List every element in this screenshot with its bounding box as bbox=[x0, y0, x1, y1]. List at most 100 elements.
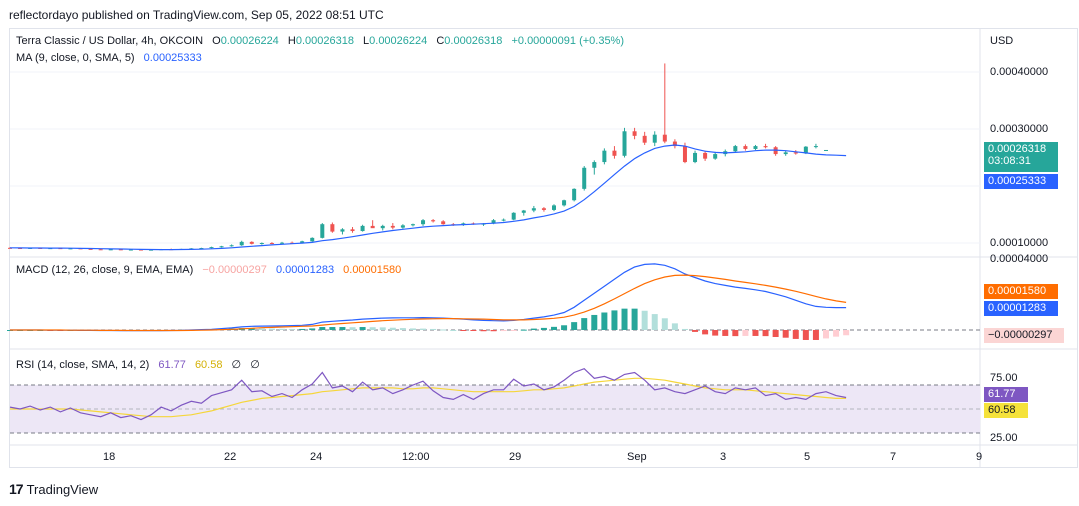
macd-hist-bar bbox=[611, 310, 618, 330]
candle-body bbox=[783, 152, 788, 155]
macd-hist-bar bbox=[319, 327, 326, 330]
low-label: L bbox=[363, 35, 370, 47]
macd-hist-bar bbox=[561, 325, 568, 330]
candle-body bbox=[602, 150, 607, 163]
macd-hist-bar bbox=[510, 330, 517, 331]
candle-body bbox=[632, 131, 637, 136]
macd-hist-bar bbox=[480, 330, 487, 332]
candle-body bbox=[199, 248, 204, 250]
macd-hist-bar bbox=[500, 330, 507, 332]
rsi-extra-2: ∅ bbox=[250, 359, 260, 371]
time-tick: 18 bbox=[103, 451, 116, 463]
macd-hist-bar bbox=[389, 327, 396, 330]
macd-hist-bar bbox=[591, 314, 598, 330]
macd-hist-bar bbox=[450, 330, 457, 331]
candle-body bbox=[410, 224, 415, 226]
candle-body bbox=[118, 249, 123, 251]
candle-body bbox=[400, 225, 405, 228]
ma-label[interactable]: MA (9, close, 0, SMA, 5) bbox=[16, 52, 135, 64]
macd-line bbox=[10, 263, 847, 332]
macd-line-value: 0.00001283 bbox=[275, 264, 335, 276]
price-axis-currency[interactable]: USD bbox=[990, 35, 1014, 47]
candle-body bbox=[269, 243, 274, 244]
candle-body bbox=[582, 167, 587, 189]
candle-body bbox=[491, 220, 496, 224]
rsi-value-tag: 61.77 bbox=[984, 387, 1028, 402]
candles-group bbox=[8, 63, 828, 251]
macd-hist-bar bbox=[540, 327, 547, 330]
candle-body bbox=[209, 247, 214, 249]
high-label: H bbox=[287, 35, 296, 47]
candle-body bbox=[98, 249, 103, 251]
candle-body bbox=[652, 134, 657, 143]
candle-body bbox=[229, 245, 234, 247]
ma-line bbox=[9, 144, 847, 251]
macd-hist-bar bbox=[248, 328, 255, 330]
candle-body bbox=[672, 141, 677, 147]
candle-body bbox=[813, 146, 818, 148]
bar-countdown: 03:08:31 bbox=[988, 155, 1031, 167]
candle-body bbox=[219, 246, 224, 248]
macd-hist-bar bbox=[812, 330, 819, 340]
rsi-label[interactable]: RSI (14, close, SMA, 14, 2) bbox=[16, 359, 150, 371]
time-tick: 5 bbox=[804, 451, 811, 463]
macd-hist-bar bbox=[671, 323, 678, 330]
macd-line-tag: 0.00001283 bbox=[984, 301, 1058, 316]
candle-body bbox=[138, 249, 143, 251]
candle-body bbox=[531, 208, 536, 211]
price-legend: Terra Classic / US Dollar, 4h, OKCOIN O0… bbox=[16, 35, 630, 47]
candle-body bbox=[320, 224, 325, 238]
price-tick-low: 0.00010000 bbox=[990, 237, 1049, 249]
rsi-legend: RSI (14, close, SMA, 14, 2) 61.77 60.58 … bbox=[16, 358, 266, 371]
macd-tick-top: 0.00004000 bbox=[990, 253, 1049, 265]
macd-hist-bar bbox=[833, 330, 840, 337]
price-tick-top: 0.00040000 bbox=[990, 66, 1049, 78]
macd-hist-bar bbox=[651, 314, 658, 330]
close-value: 0.00026318 bbox=[444, 35, 503, 47]
candle-body bbox=[330, 224, 335, 232]
symbol-label[interactable]: Terra Classic / US Dollar, 4h, OKCOIN bbox=[16, 35, 204, 47]
macd-hist-bar bbox=[601, 312, 608, 330]
time-tick: Sep bbox=[627, 451, 647, 463]
macd-signal-line bbox=[10, 274, 847, 332]
candle-body bbox=[68, 248, 73, 250]
candle-body bbox=[521, 210, 526, 213]
candle-body bbox=[390, 225, 395, 228]
candle-body bbox=[612, 150, 617, 156]
candle-body bbox=[622, 131, 627, 156]
candle-body bbox=[682, 146, 687, 163]
macd-hist-bar bbox=[359, 327, 366, 330]
high-value: 0.00026318 bbox=[295, 35, 354, 47]
macd-signal-value: 0.00001580 bbox=[343, 264, 402, 276]
candle-body bbox=[592, 162, 597, 168]
macd-hist-bar bbox=[420, 328, 427, 330]
macd-hist-bar bbox=[520, 329, 527, 331]
candle-body bbox=[431, 220, 436, 222]
time-tick: 22 bbox=[224, 451, 237, 463]
macd-hist-bar bbox=[289, 328, 296, 330]
macd-label[interactable]: MACD (12, 26, close, 9, EMA, EMA) bbox=[16, 264, 194, 276]
time-tick: 9 bbox=[976, 451, 983, 463]
time-tick: 29 bbox=[509, 451, 522, 463]
macd-hist-bar bbox=[762, 330, 769, 337]
macd-hist-bar bbox=[802, 330, 809, 340]
rsi-tick-upper: 75.00 bbox=[990, 372, 1018, 384]
rsi-value: 61.77 bbox=[158, 359, 186, 371]
candle-body bbox=[88, 248, 93, 250]
change-value: +0.00000091 (+0.35%) bbox=[511, 35, 625, 47]
candle-body bbox=[501, 219, 506, 221]
ma-legend: MA (9, close, 0, SMA, 5) 0.00025333 bbox=[16, 52, 208, 64]
macd-lines-group bbox=[10, 263, 847, 332]
candle-body bbox=[350, 229, 355, 232]
candle-body bbox=[441, 221, 446, 225]
candle-body bbox=[340, 229, 345, 232]
macd-hist-bar bbox=[299, 328, 306, 330]
ma-line-group bbox=[9, 144, 847, 251]
candle-body bbox=[18, 248, 23, 250]
rsi-ma-tag: 60.58 bbox=[984, 403, 1028, 418]
time-tick: 3 bbox=[720, 451, 727, 463]
candle-body bbox=[370, 225, 375, 229]
tradingview-logo[interactable]: 17 TradingView bbox=[9, 481, 98, 497]
macd-hist-bar bbox=[843, 330, 850, 336]
